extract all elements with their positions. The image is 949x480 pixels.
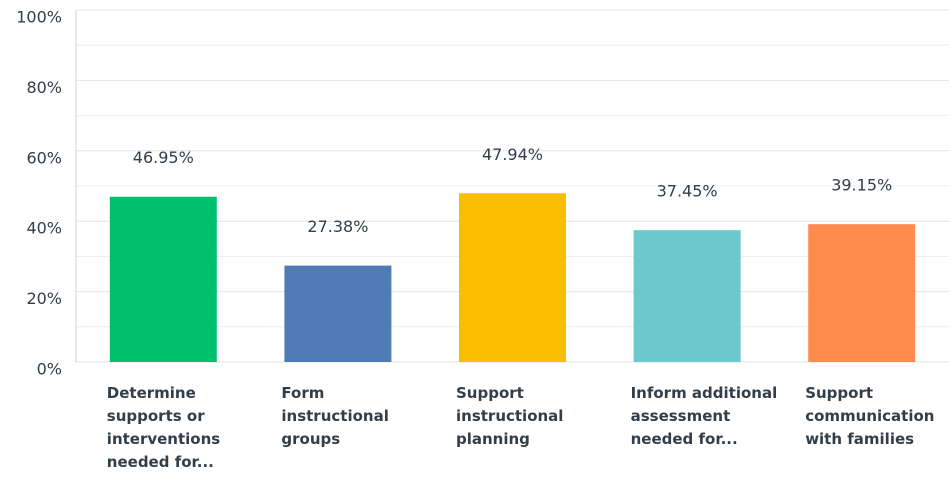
y-tick-label: 80%: [26, 78, 62, 97]
value-label: 46.95%: [133, 148, 194, 167]
bar: [109, 196, 217, 362]
bar: [284, 265, 392, 362]
y-tick-label: 40%: [26, 219, 62, 238]
value-label: 27.38%: [307, 217, 368, 236]
y-tick-label: 20%: [26, 289, 62, 308]
y-tick-label: 0%: [37, 360, 62, 379]
value-label: 47.94%: [482, 145, 543, 164]
value-label: 39.15%: [831, 176, 892, 195]
value-label: 37.45%: [657, 182, 718, 201]
x-tick-label: Support instructional planning: [456, 384, 564, 448]
y-tick-label: 100%: [16, 8, 62, 27]
y-tick-label: 60%: [26, 148, 62, 167]
x-tick-label: Form instructional groups: [281, 384, 389, 448]
bar: [459, 193, 566, 362]
x-tick-label: Determine supports or interventions need…: [106, 384, 221, 471]
x-tick-label: Inform additional assessment needed for.…: [630, 384, 778, 448]
x-tick-label: Support communication with families: [805, 384, 935, 448]
bar: [633, 230, 741, 362]
bar: [808, 224, 916, 362]
